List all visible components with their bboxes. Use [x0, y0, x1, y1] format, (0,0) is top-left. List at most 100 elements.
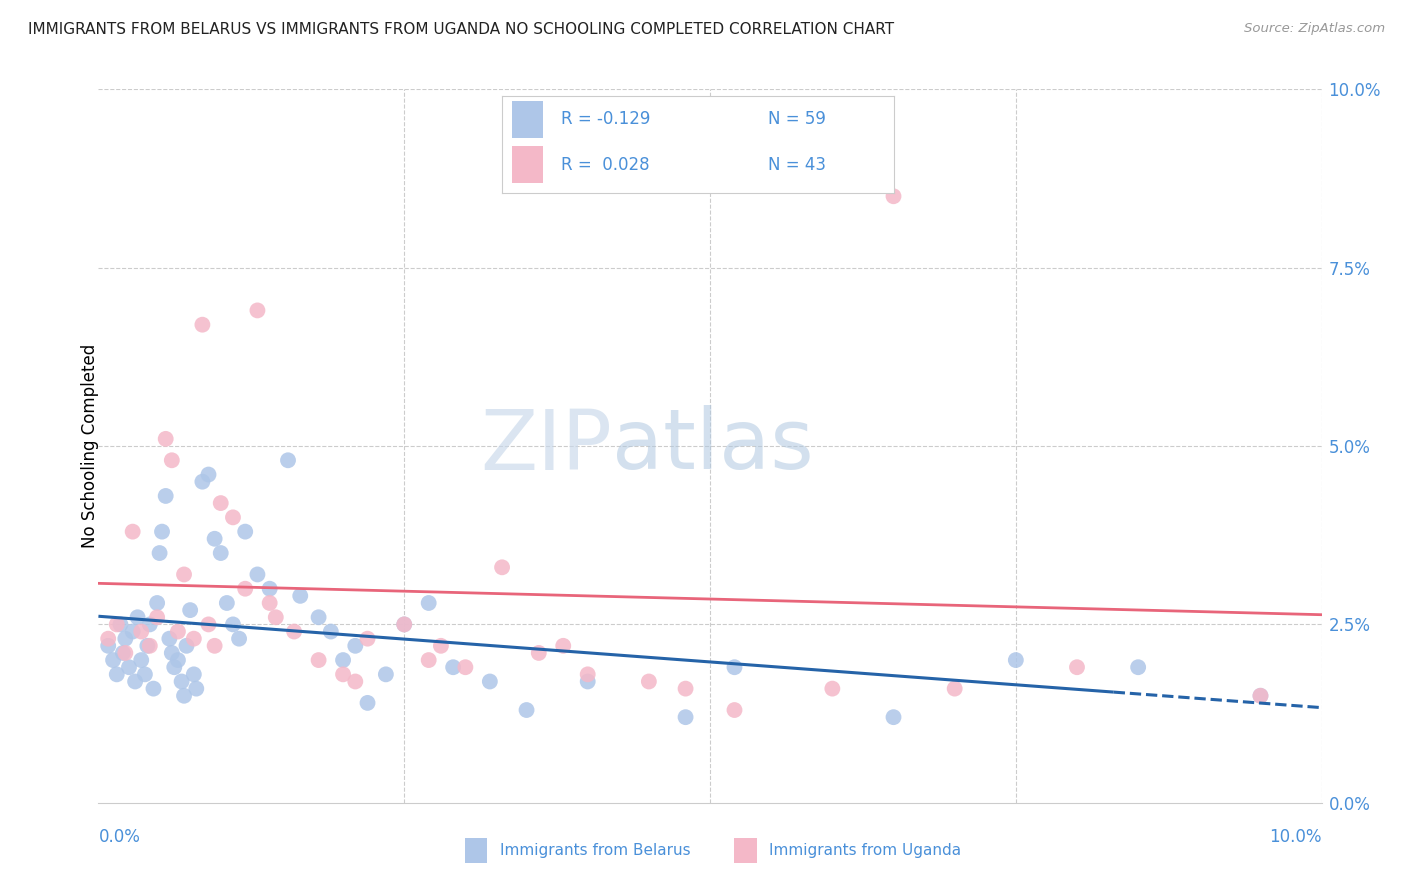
- Text: 0.0%: 0.0%: [98, 828, 141, 846]
- Point: [149, 546, 172, 560]
- Point: [418, 596, 440, 610]
- Point: [191, 475, 214, 489]
- Point: [319, 624, 342, 639]
- Point: [124, 674, 146, 689]
- Text: Source: ZipAtlas.com: Source: ZipAtlas.com: [1244, 22, 1385, 36]
- Point: [356, 632, 378, 646]
- Point: [97, 639, 120, 653]
- Point: [344, 674, 367, 689]
- Point: [576, 667, 599, 681]
- Point: [160, 453, 183, 467]
- Point: [454, 660, 477, 674]
- Point: [638, 674, 661, 689]
- Point: [516, 703, 538, 717]
- Point: [308, 610, 330, 624]
- Point: [943, 681, 966, 696]
- Point: [430, 639, 453, 653]
- Point: [146, 610, 169, 624]
- Point: [121, 624, 143, 639]
- Text: Immigrants from Belarus: Immigrants from Belarus: [499, 844, 690, 858]
- Point: [228, 632, 250, 646]
- Point: [167, 624, 190, 639]
- Point: [576, 674, 599, 689]
- Point: [197, 467, 219, 482]
- Point: [259, 582, 281, 596]
- Point: [136, 639, 159, 653]
- Point: [675, 710, 697, 724]
- Point: [142, 681, 165, 696]
- Point: [129, 624, 152, 639]
- Text: atlas: atlas: [612, 406, 814, 486]
- Point: [527, 646, 550, 660]
- Point: [160, 646, 183, 660]
- Point: [308, 653, 330, 667]
- Point: [222, 510, 245, 524]
- Point: [215, 596, 238, 610]
- Point: [883, 189, 905, 203]
- FancyBboxPatch shape: [465, 838, 488, 863]
- Point: [118, 660, 141, 674]
- Point: [1250, 689, 1272, 703]
- Text: IMMIGRANTS FROM BELARUS VS IMMIGRANTS FROM UGANDA NO SCHOOLING COMPLETED CORRELA: IMMIGRANTS FROM BELARUS VS IMMIGRANTS FR…: [28, 22, 894, 37]
- Point: [155, 432, 177, 446]
- Point: [139, 639, 162, 653]
- Point: [290, 589, 312, 603]
- Point: [246, 303, 269, 318]
- Point: [97, 632, 120, 646]
- Point: [170, 674, 193, 689]
- Point: [209, 546, 232, 560]
- Point: [173, 567, 195, 582]
- Point: [332, 667, 354, 681]
- Point: [176, 639, 198, 653]
- Point: [441, 660, 464, 674]
- Point: [246, 567, 269, 582]
- Point: [110, 617, 132, 632]
- Text: Immigrants from Uganda: Immigrants from Uganda: [769, 844, 960, 858]
- Point: [197, 617, 219, 632]
- Point: [209, 496, 232, 510]
- Point: [134, 667, 156, 681]
- Point: [173, 689, 195, 703]
- Point: [723, 660, 745, 674]
- Point: [332, 653, 354, 667]
- Point: [204, 639, 226, 653]
- Point: [283, 624, 305, 639]
- Point: [191, 318, 214, 332]
- Text: 10.0%: 10.0%: [1270, 828, 1322, 846]
- Point: [204, 532, 226, 546]
- Point: [233, 524, 256, 539]
- Point: [264, 610, 287, 624]
- Point: [179, 603, 201, 617]
- Point: [121, 524, 143, 539]
- Point: [1004, 653, 1026, 667]
- Point: [277, 453, 299, 467]
- Point: [259, 596, 281, 610]
- Point: [183, 667, 205, 681]
- Point: [101, 653, 124, 667]
- Point: [111, 646, 134, 660]
- Point: [1128, 660, 1150, 674]
- Point: [356, 696, 378, 710]
- Point: [392, 617, 416, 632]
- Point: [146, 596, 169, 610]
- Point: [478, 674, 501, 689]
- Point: [129, 653, 152, 667]
- Point: [155, 489, 177, 503]
- Text: ZIP: ZIP: [481, 406, 612, 486]
- Point: [114, 646, 136, 660]
- Point: [1250, 689, 1272, 703]
- Point: [344, 639, 367, 653]
- Point: [675, 681, 697, 696]
- Point: [392, 617, 416, 632]
- Point: [821, 681, 844, 696]
- Point: [233, 582, 256, 596]
- Point: [167, 653, 190, 667]
- Point: [105, 667, 128, 681]
- Y-axis label: No Schooling Completed: No Schooling Completed: [82, 344, 98, 548]
- Point: [1066, 660, 1088, 674]
- Point: [491, 560, 513, 574]
- Point: [157, 632, 180, 646]
- Point: [883, 710, 905, 724]
- FancyBboxPatch shape: [734, 838, 756, 863]
- Point: [183, 632, 205, 646]
